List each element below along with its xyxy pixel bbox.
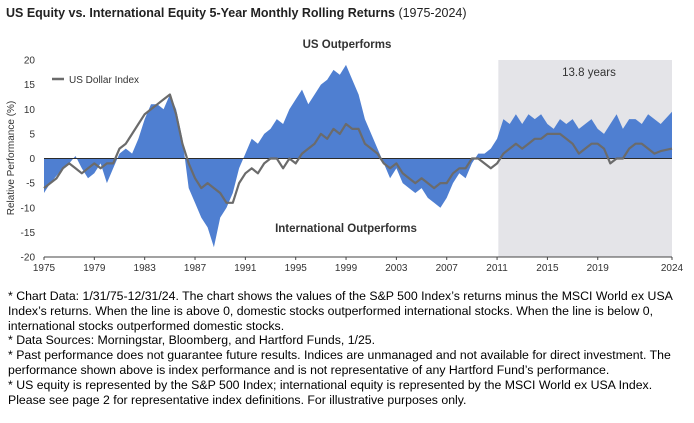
chart-title-main: US Equity vs. International Equity 5-Yea… <box>6 6 395 20</box>
x-tick-label: 2019 <box>587 263 610 274</box>
x-tick-label: 1983 <box>134 263 157 274</box>
highlight-duration-label: 13.8 years <box>562 67 616 79</box>
x-tick-label: 2024 <box>661 263 684 274</box>
y-axis: 20 15 10 5 0 -5 -10 -15 -20 <box>21 56 36 264</box>
y-tick-label: 15 <box>24 80 36 91</box>
legend-label: US Dollar Index <box>69 75 139 86</box>
x-tick-label: 2015 <box>536 263 559 274</box>
y-tick-label: -15 <box>21 228 36 239</box>
y-tick-label: 10 <box>24 105 36 116</box>
y-tick-label: -10 <box>21 203 36 214</box>
y-tick-label: 0 <box>29 154 35 165</box>
x-tick-label: 1999 <box>335 263 358 274</box>
footnote-sources: * Data Sources: Morningstar, Bloomberg, … <box>8 333 376 348</box>
y-tick-label: 5 <box>29 129 35 140</box>
x-tick-label: 1995 <box>285 263 308 274</box>
us-dollar-index-line <box>43 93 673 204</box>
chart-title-period: (1975-2024) <box>398 6 467 20</box>
footnote-disclaimer: * Past performance does not guarantee fu… <box>8 348 671 377</box>
relative-performance-area <box>44 64 672 248</box>
y-tick-label: 20 <box>24 56 36 67</box>
x-tick-label: 1975 <box>33 263 56 274</box>
y-tick-label: -5 <box>26 179 35 190</box>
chart-title: US Equity vs. International Equity 5-Yea… <box>6 6 467 20</box>
us-outperforms-label: US Outperforms <box>303 39 392 51</box>
footnotes: * Chart Data: 1/31/75-12/31/24. The char… <box>8 289 688 407</box>
x-tick-label: 1991 <box>234 263 257 274</box>
x-axis: 1975 1979 1983 1987 1991 1995 1999 2003 2007 2011… <box>33 257 684 274</box>
footnote-chart-data: * Chart Data: 1/31/75-12/31/24. The char… <box>8 289 673 333</box>
y-axis-label: Relative Performance (%) <box>6 101 17 215</box>
x-tick-label: 1979 <box>83 263 106 274</box>
x-tick-label: 2007 <box>436 263 459 274</box>
footnote-index-definitions: * US equity is represented by the S&P 50… <box>8 377 653 407</box>
x-tick-label: 1987 <box>184 263 207 274</box>
x-tick-label: 2011 <box>486 263 508 274</box>
y-tick-label: -20 <box>21 253 36 264</box>
x-tick-label: 2003 <box>385 263 408 274</box>
legend: US Dollar Index <box>52 75 139 86</box>
international-outperforms-label: International Outperforms <box>275 223 417 235</box>
